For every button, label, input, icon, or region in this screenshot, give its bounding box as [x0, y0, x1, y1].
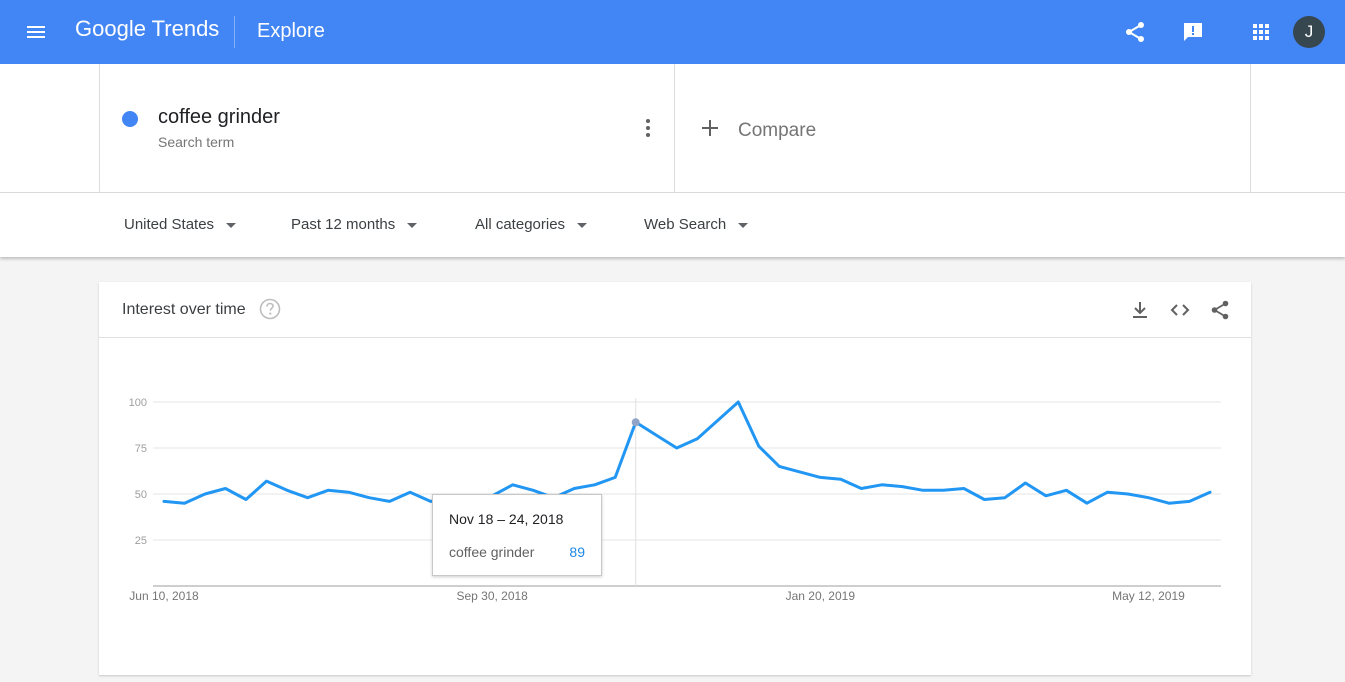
data-point	[1146, 496, 1150, 500]
dropdown-caret-icon	[577, 222, 588, 228]
data-point	[1064, 488, 1068, 492]
data-point	[572, 486, 576, 490]
card-title: Interest over time	[122, 301, 246, 318]
x-tick-label: Jan 20, 2019	[786, 589, 856, 603]
data-point	[613, 475, 617, 479]
data-point	[757, 444, 761, 448]
data-point	[388, 499, 392, 503]
page-title: Explore	[257, 20, 325, 42]
data-point	[941, 488, 945, 492]
data-point	[900, 485, 904, 489]
data-point	[982, 498, 986, 502]
user-avatar[interactable]: J	[1293, 16, 1325, 48]
tooltip-term: coffee grinder	[449, 544, 535, 560]
y-tick-label: 50	[135, 489, 147, 501]
x-tick-label: Sep 30, 2018	[456, 589, 528, 603]
hamburger-menu-icon[interactable]	[24, 20, 48, 44]
data-point	[1044, 494, 1048, 498]
app-header: Google Trends Explore J	[0, 0, 1345, 64]
search-term-name[interactable]: coffee grinder	[158, 106, 280, 128]
data-point	[962, 486, 966, 490]
more-vert-icon[interactable]	[638, 116, 658, 140]
x-tick-label: Jun 10, 2018	[129, 589, 199, 603]
data-point	[1126, 492, 1130, 496]
tooltip-value: 89	[569, 544, 585, 560]
data-point	[716, 418, 720, 422]
data-point	[183, 501, 187, 505]
tooltip-date: Nov 18 – 24, 2018	[449, 511, 564, 527]
data-point	[736, 400, 740, 404]
help-icon[interactable]	[259, 298, 281, 320]
data-point	[1208, 490, 1212, 494]
data-point	[593, 483, 597, 487]
header-divider	[234, 16, 235, 48]
data-point	[306, 496, 310, 500]
data-point	[285, 488, 289, 492]
region-filter[interactable]: United States	[124, 216, 237, 233]
data-point	[839, 477, 843, 481]
x-tick-label: May 12, 2019	[1112, 589, 1185, 603]
time-range-filter-label: Past 12 months	[291, 216, 396, 233]
data-point	[1085, 501, 1089, 505]
share-icon[interactable]	[1123, 20, 1147, 44]
search-term-panel[interactable]: coffee grinder Search term	[99, 64, 675, 192]
data-point	[777, 464, 781, 468]
series-line-coffee-grinder	[162, 400, 1212, 505]
data-point	[654, 433, 658, 437]
chart-tooltip: Nov 18 – 24, 2018 coffee grinder 89	[432, 494, 602, 576]
data-point	[408, 490, 412, 494]
y-tick-label: 100	[129, 397, 147, 409]
data-point	[347, 490, 351, 494]
data-point	[880, 483, 884, 487]
download-icon[interactable]	[1129, 299, 1151, 321]
google-trends-logo[interactable]: Google Trends	[75, 16, 220, 41]
card-header: Interest over time	[99, 282, 1251, 338]
data-point	[224, 486, 228, 490]
search-type-filter[interactable]: Web Search	[644, 216, 749, 233]
data-point	[1023, 481, 1027, 485]
interest-over-time-card: Interest over time 25 50 75 100 Jun 10, 2018…	[99, 282, 1251, 675]
y-tick-label: 25	[135, 535, 147, 547]
data-point	[675, 446, 679, 450]
data-point	[859, 486, 863, 490]
share-icon[interactable]	[1209, 299, 1231, 321]
compare-button[interactable]: Compare	[675, 64, 1251, 192]
data-point	[1187, 499, 1191, 503]
dropdown-caret-icon	[226, 222, 237, 228]
dropdown-caret-icon	[407, 222, 418, 228]
compare-label: Compare	[738, 120, 817, 141]
filter-bar: United States Past 12 months All categor…	[0, 193, 1345, 257]
apps-grid-icon[interactable]	[1249, 20, 1273, 44]
dropdown-caret-icon	[738, 222, 749, 228]
time-range-filter[interactable]: Past 12 months	[291, 216, 418, 233]
plus-icon	[702, 120, 718, 136]
data-point	[265, 479, 269, 483]
data-point	[203, 492, 207, 496]
interest-line-chart[interactable]: 25 50 75 100 Jun 10, 2018 Sep 30, 2018 Jan 20,…	[99, 338, 1251, 668]
data-point	[695, 437, 699, 441]
y-tick-label: 75	[135, 443, 147, 455]
data-point	[326, 488, 330, 492]
data-point	[162, 499, 166, 503]
search-type-filter-label: Web Search	[644, 216, 727, 233]
embed-code-icon[interactable]	[1169, 299, 1191, 321]
term-color-dot	[122, 111, 138, 127]
data-point	[798, 470, 802, 474]
search-terms-bar: coffee grinder Search term Compare	[0, 64, 1345, 193]
data-point	[531, 488, 535, 492]
category-filter-label: All categories	[475, 216, 566, 233]
data-point	[367, 496, 371, 500]
data-point	[921, 488, 925, 492]
category-filter[interactable]: All categories	[475, 216, 588, 233]
data-point	[244, 498, 248, 502]
feedback-icon[interactable]	[1181, 20, 1205, 44]
data-point	[1167, 501, 1171, 505]
data-point	[818, 475, 822, 479]
data-point	[1003, 496, 1007, 500]
highlighted-data-point	[631, 418, 640, 427]
data-point	[1105, 490, 1109, 494]
region-filter-label: United States	[124, 216, 215, 233]
data-point	[511, 483, 515, 487]
search-term-type: Search term	[158, 134, 235, 150]
